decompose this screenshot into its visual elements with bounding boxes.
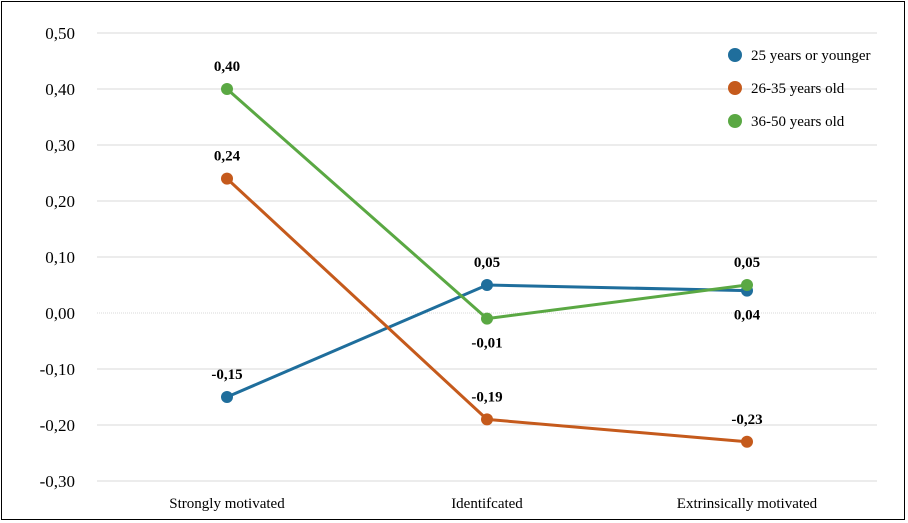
data-label: 0,40 xyxy=(214,59,240,75)
data-label: -0,01 xyxy=(471,336,502,352)
data-point xyxy=(481,312,493,325)
data-labels: -0,15 0,05 0,04 0,24 -0,19 -0,23 0,40 -0,01 0,05 xyxy=(211,59,762,428)
data-point xyxy=(221,391,233,403)
series-points xyxy=(221,83,753,448)
data-label: 0,05 xyxy=(734,255,760,271)
data-label: -0,15 xyxy=(211,367,242,383)
data-label: -0,23 xyxy=(731,412,762,428)
y-tick-label: 0,30 xyxy=(45,136,75,155)
y-tick-label: -0,30 xyxy=(40,472,75,491)
data-point xyxy=(221,83,233,95)
y-tick-label: 0,10 xyxy=(45,248,75,267)
y-tick-label: 0,50 xyxy=(45,24,75,43)
y-tick-label: 0,20 xyxy=(45,192,75,211)
x-axis: Strongly motivated Identifcated Extrinsica… xyxy=(169,496,817,512)
y-tick-label: -0,10 xyxy=(40,360,75,379)
data-point xyxy=(221,172,233,185)
legend-marker xyxy=(728,48,742,62)
data-label: -0,19 xyxy=(471,389,502,405)
data-label: 0,05 xyxy=(474,255,500,271)
legend-marker xyxy=(728,81,742,95)
y-tick-label: -0,20 xyxy=(40,416,75,435)
data-point xyxy=(481,279,493,291)
legend-item-label: 26-35 years old xyxy=(751,81,845,97)
legend-marker xyxy=(728,114,742,128)
x-category-label: Identifcated xyxy=(451,496,523,512)
legend-item-label: 25 years or younger xyxy=(751,48,871,64)
data-point xyxy=(741,279,753,291)
legend: 25 years or younger 26-35 years old 36-50 … xyxy=(728,48,871,130)
data-label: 0,24 xyxy=(214,149,241,165)
x-category-label: Strongly motivated xyxy=(169,496,285,512)
legend-item-label: 36-50 years old xyxy=(751,114,845,130)
y-tick-label: 0,40 xyxy=(45,80,75,99)
data-point xyxy=(481,413,493,426)
x-category-label: Extrinsically motivated xyxy=(677,496,818,512)
y-tick-label: 0,00 xyxy=(45,304,75,323)
y-axis: 0,50 0,40 0,30 0,20 0,10 0,00 -0,10 -0,20 -0,30 xyxy=(40,24,75,491)
data-point xyxy=(741,435,753,448)
data-label: 0,04 xyxy=(734,308,761,324)
